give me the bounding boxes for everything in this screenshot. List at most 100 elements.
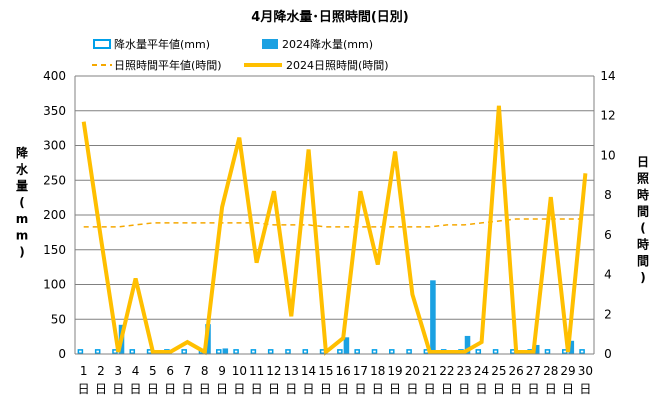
x-tick-label: 29 <box>560 364 575 378</box>
x-tick-label: 7 <box>184 364 192 378</box>
x-tick-unit: 日 <box>424 382 436 396</box>
left-tick-label: 300 <box>43 139 66 153</box>
axes <box>74 76 595 355</box>
x-tick-unit: 日 <box>285 382 297 396</box>
x-tick-label: 11 <box>249 364 264 378</box>
bar-precip-avg <box>579 349 585 355</box>
x-tick-label: 20 <box>405 364 420 378</box>
right-tick-label: 6 <box>604 228 612 242</box>
x-tick-label: 28 <box>543 364 558 378</box>
x-tick-unit: 日 <box>458 382 470 396</box>
bar-precip-2024 <box>222 348 229 354</box>
x-tick-label: 8 <box>201 364 209 378</box>
bar-precip-2024 <box>343 337 350 354</box>
x-tick-unit: 日 <box>476 382 488 396</box>
x-tick-unit: 日 <box>562 382 574 396</box>
legend-swatch-precip-2024 <box>262 39 278 49</box>
x-tick-unit: 日 <box>233 382 245 396</box>
left-tick-label: 0 <box>58 347 66 361</box>
left-axis-label: 降水量(m m) <box>16 145 29 259</box>
x-tick-unit: 日 <box>372 382 384 396</box>
x-tick-unit: 日 <box>164 382 176 396</box>
x-tick-unit: 日 <box>545 382 557 396</box>
left-axis-ticks: 0 50 100 150 200 250 300 350 400 <box>43 69 66 361</box>
bar-precip-avg <box>94 349 101 355</box>
legend: 降水量平年値(mm) 2024降水量(mm) 日照時間平年値(時間) 2024日… <box>92 37 389 72</box>
x-tick-unit: 日 <box>493 382 505 396</box>
right-tick-label: 14 <box>600 69 615 83</box>
left-tick-label: 150 <box>43 243 66 257</box>
x-tick-unit: 日 <box>147 382 159 396</box>
x-tick-unit: 日 <box>303 382 315 396</box>
bar-precip-avg <box>337 349 343 355</box>
x-tick-label: 16 <box>336 364 351 378</box>
grid <box>75 75 594 320</box>
legend-label-precip-2024: 2024降水量(mm) <box>282 37 373 51</box>
bar-precip-avg <box>354 349 360 355</box>
bar-precip-2024 <box>533 344 540 354</box>
x-tick-unit: 日 <box>527 382 539 396</box>
x-tick-label: 17 <box>353 364 368 378</box>
legend-item-precip-avg: 降水量平年値(mm) <box>93 37 210 51</box>
bar-precip-avg <box>475 349 482 355</box>
legend-label-sun-2024: 2024日照時間(時間) <box>286 59 389 72</box>
bar-precip-avg <box>406 349 412 355</box>
x-tick-unit: 日 <box>389 382 401 396</box>
x-tick-label: 5 <box>149 364 157 378</box>
right-axis-ticks: 0 2 4 6 8 10 12 14 <box>600 69 615 361</box>
left-tick-label: 200 <box>43 208 66 222</box>
right-tick-label: 10 <box>600 148 615 162</box>
x-tick-unit: 日 <box>406 382 418 396</box>
x-tick-unit: 日 <box>78 382 90 396</box>
bar-precip-avg <box>233 349 239 355</box>
right-axis-label: 日照時間(時間) <box>637 155 649 285</box>
x-tick-label: 6 <box>166 364 174 378</box>
x-tick-unit: 日 <box>199 382 211 396</box>
left-tick-label: 400 <box>43 69 66 83</box>
right-tick-label: 0 <box>604 347 612 361</box>
x-tick-label: 15 <box>318 364 333 378</box>
bar-precip-avg <box>389 349 395 355</box>
x-tick-label: 4 <box>132 364 140 378</box>
x-tick-label: 25 <box>491 364 506 378</box>
chart-title: 4月降水量･日照時間(日別) <box>251 9 408 25</box>
bar-precip-avg <box>371 349 378 355</box>
x-tick-unit: 日 <box>510 382 522 396</box>
legend-swatch-precip-avg <box>93 39 111 49</box>
x-tick-label: 9 <box>218 364 226 378</box>
legend-label-precip-avg: 降水量平年値(mm) <box>114 37 210 51</box>
right-tick-label: 8 <box>604 188 612 202</box>
x-tick-label: 12 <box>266 364 281 378</box>
legend-label-sun-avg: 日照時間平年値(時間) <box>114 58 222 72</box>
left-tick-label: 50 <box>51 312 66 326</box>
x-tick-label: 13 <box>284 364 299 378</box>
x-tick-label: 22 <box>439 364 454 378</box>
x-tick-unit: 日 <box>95 382 107 396</box>
bar-precip-avg <box>267 349 274 355</box>
right-axis-label-text: 日照時間(時間) <box>637 155 649 285</box>
x-tick-unit: 日 <box>112 382 124 396</box>
x-tick-label: 3 <box>114 364 122 378</box>
x-tick-label: 14 <box>301 364 316 378</box>
x-tick-label: 2 <box>97 364 105 378</box>
bar-precip-avg <box>285 349 291 355</box>
x-tick-unit: 日 <box>337 382 349 396</box>
left-tick-label: 350 <box>43 104 66 118</box>
series-line-sun-avg <box>83 218 586 228</box>
line-sun-2024 <box>81 105 588 356</box>
x-tick-unit: 日 <box>251 382 263 396</box>
bar-precip-2024 <box>464 335 471 354</box>
x-tick-unit: 日 <box>354 382 366 396</box>
left-tick-label: 250 <box>43 173 66 187</box>
bar-precip-2024 <box>568 340 575 354</box>
series-line-sun-2024 <box>81 105 588 356</box>
x-tick-label: 19 <box>387 364 402 378</box>
x-axis-ticks: 1日2日3日4日5日6日7日8日9日10日11日12日13日14日15日16日1… <box>78 364 593 396</box>
x-tick-label: 24 <box>474 364 489 378</box>
bar-precip-avg <box>544 349 551 355</box>
bar-precip-avg <box>302 349 309 355</box>
x-tick-unit: 日 <box>181 382 193 396</box>
x-tick-unit: 日 <box>441 382 453 396</box>
right-tick-label: 2 <box>604 307 612 321</box>
